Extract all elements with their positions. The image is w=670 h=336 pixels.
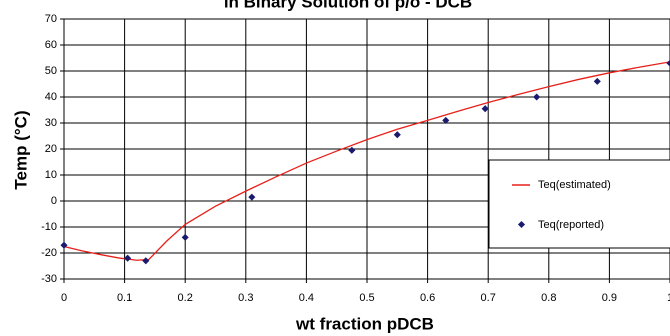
legend: Teq(estimated) Teq(reported) [488, 159, 670, 249]
y-axis-title: Temp (°C) [11, 110, 30, 189]
x-tick-label: 0.9 [602, 292, 617, 304]
y-tick-label: -20 [41, 247, 57, 259]
x-tick-label: 0 [61, 292, 67, 304]
x-tick-label: 0.2 [178, 292, 193, 304]
data-point-reported [481, 105, 489, 113]
x-tick-label: 0.4 [299, 292, 314, 304]
data-point-reported [142, 257, 150, 265]
legend-marker-swatch [517, 220, 526, 229]
x-tick-label: 0.1 [117, 292, 132, 304]
y-tick-label: 40 [45, 91, 57, 103]
data-point-reported [248, 193, 256, 201]
y-tick-label: 0 [51, 195, 57, 207]
y-tick-label: -30 [41, 273, 57, 285]
x-tick-label: 0.6 [420, 292, 435, 304]
x-axis-title: wt fraction pDCB [295, 314, 434, 333]
series-line-estimated [63, 61, 670, 261]
legend-label-estimated: Teq(estimated) [538, 179, 611, 191]
y-tick-label: 20 [45, 143, 57, 155]
data-point-reported [60, 241, 68, 249]
legend-label-reported: Teq(reported) [538, 219, 604, 231]
x-tick-label: 0.8 [541, 292, 556, 304]
y-tick-label: 10 [45, 169, 57, 181]
legend-box [488, 159, 670, 249]
y-tick-label: 60 [45, 39, 57, 51]
data-point-reported [181, 233, 189, 241]
y-tick-label: 30 [45, 117, 57, 129]
x-tick-label: 0.5 [359, 292, 374, 304]
data-point-reported [593, 77, 601, 85]
data-point-reported [348, 146, 356, 154]
data-point-reported [666, 59, 670, 67]
x-tick-label: 0.3 [238, 292, 253, 304]
y-tick-label: -10 [41, 221, 57, 233]
x-tick-label: 0.7 [481, 292, 496, 304]
y-tick-label: 50 [45, 65, 57, 77]
x-tick-label: 1 [667, 292, 670, 304]
data-point-reported [393, 131, 401, 139]
y-axis: -30 -20 -10 0 10 20 30 40 50 60 70 [41, 13, 64, 285]
y-tick-label: 70 [45, 13, 57, 25]
data-point-reported [442, 116, 450, 124]
data-point-reported [533, 93, 541, 101]
data-point-reported [124, 254, 132, 262]
x-axis: 0 0.1 0.2 0.3 0.4 0.5 0.6 0.7 0.8 0.9 1 [61, 279, 670, 304]
chart-title: in Binary Solution of p/o - DCB [224, 0, 472, 11]
